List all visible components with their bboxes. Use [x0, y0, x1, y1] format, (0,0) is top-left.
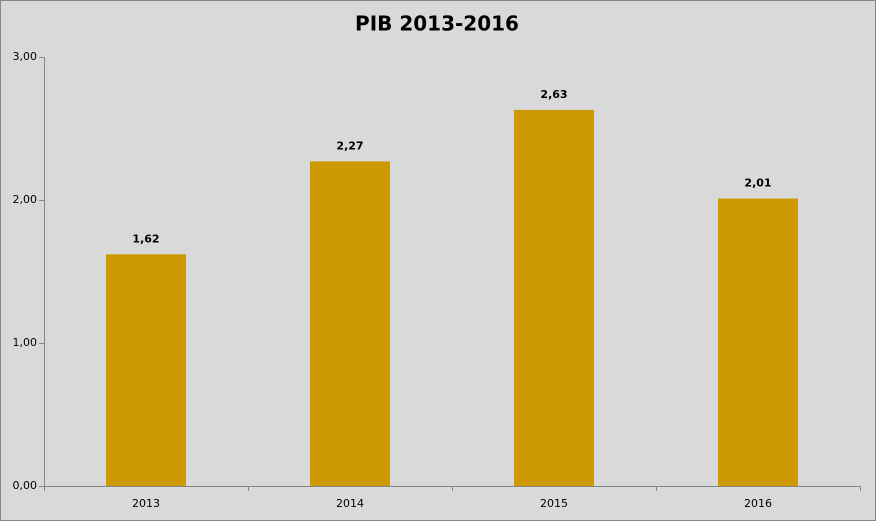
bar: [514, 109, 594, 486]
y-tick-label: 1,00: [13, 336, 38, 349]
value-label: 2,27: [336, 139, 363, 152]
value-label: 1,62: [132, 232, 159, 245]
x-tick-label: 2014: [336, 497, 364, 510]
bar: [106, 254, 186, 486]
y-tick-label: 2,00: [13, 193, 38, 206]
x-tick-label: 2016: [744, 497, 772, 510]
chart-title: PIB 2013-2016: [355, 12, 519, 36]
y-tick-label: 0,00: [13, 479, 38, 492]
x-tick-label: 2015: [540, 497, 568, 510]
y-tick-label: 3,00: [13, 50, 38, 63]
bar: [718, 198, 798, 486]
x-tick-label: 2013: [132, 497, 160, 510]
value-label: 2,01: [744, 177, 771, 190]
bar: [310, 161, 390, 486]
value-label: 2,63: [540, 88, 567, 101]
